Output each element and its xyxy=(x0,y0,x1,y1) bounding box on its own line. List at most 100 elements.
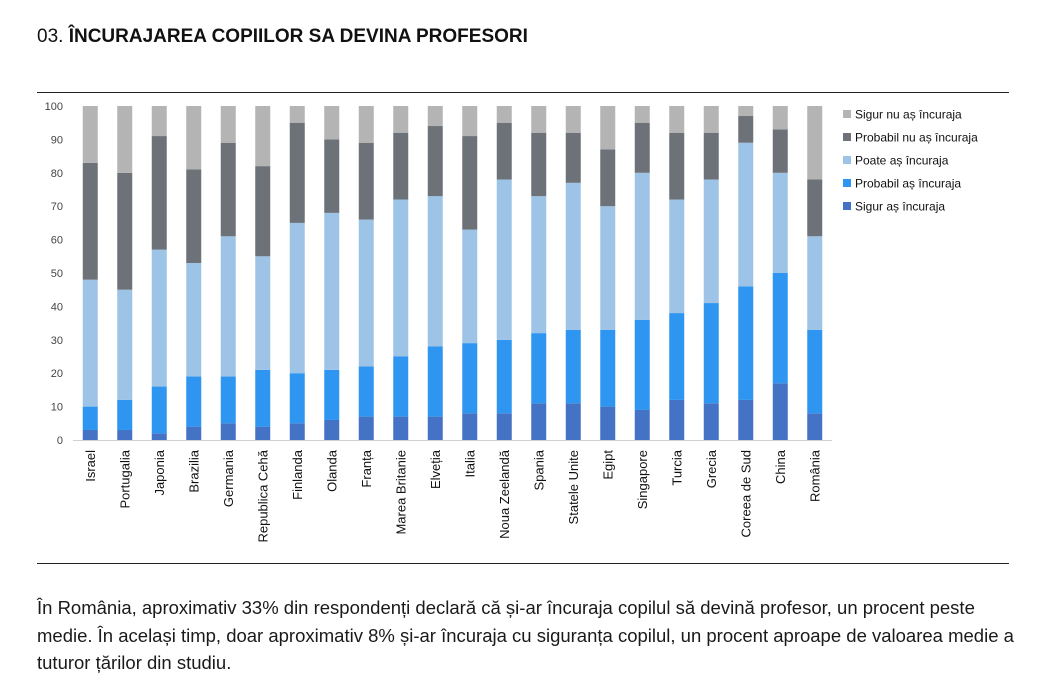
bottom-divider xyxy=(37,563,1009,564)
bar-segment xyxy=(82,406,98,430)
bar-segment xyxy=(565,106,581,133)
bar-segment xyxy=(738,286,754,400)
bar-segment xyxy=(427,126,443,197)
bar-segment xyxy=(531,132,547,197)
bar-segment xyxy=(703,403,719,440)
legend-swatch xyxy=(843,156,851,164)
bar-segment xyxy=(82,106,98,163)
y-tick-label: 40 xyxy=(51,301,63,313)
bar-segment xyxy=(255,256,271,370)
bar-segment xyxy=(634,106,650,123)
bar-segment xyxy=(738,116,754,143)
bar-segment xyxy=(117,429,133,440)
x-tick-label: Germania xyxy=(221,449,236,507)
bar-segment xyxy=(151,106,167,137)
bar-segment xyxy=(324,369,340,420)
bar-segment xyxy=(772,129,788,173)
bar-segment xyxy=(807,413,823,440)
x-tick-label: Statele Unite xyxy=(566,450,581,524)
x-tick-label: Egipt xyxy=(600,450,615,480)
bar-segment xyxy=(358,106,374,143)
bar-segment xyxy=(807,106,823,180)
bar-segment xyxy=(496,413,512,440)
bar-segment xyxy=(186,106,202,170)
bar-segment xyxy=(738,142,754,287)
bar-segment xyxy=(427,106,443,127)
x-tick-label: Coreea de Sud xyxy=(738,450,753,537)
bar-segment xyxy=(151,136,167,250)
x-tick-label: Republica Cehă xyxy=(255,449,270,542)
bar-segment xyxy=(669,106,685,133)
bar-segment xyxy=(496,339,512,414)
bar-segment xyxy=(117,289,133,400)
bar-segment xyxy=(393,416,409,440)
bar-segment xyxy=(669,399,685,440)
bar-segment xyxy=(703,303,719,404)
x-tick-label: Grecia xyxy=(704,449,719,488)
y-tick-label: 30 xyxy=(51,335,63,347)
bar-segment xyxy=(393,106,409,133)
bar-segment xyxy=(531,403,547,440)
bar-segment xyxy=(220,423,236,440)
bar-segment xyxy=(703,132,719,180)
bar-segment xyxy=(600,106,616,150)
bar-segment xyxy=(427,416,443,440)
bar-segment xyxy=(324,419,340,440)
bar-segment xyxy=(669,199,685,314)
bar-segment xyxy=(289,122,305,223)
top-divider xyxy=(37,92,1009,93)
bar-segment xyxy=(82,279,98,407)
bar-segment xyxy=(151,386,167,434)
y-tick-label: 80 xyxy=(51,168,63,180)
x-tick-label: Elveția xyxy=(428,449,443,489)
bar-segment xyxy=(703,106,719,133)
y-tick-label: 90 xyxy=(51,134,63,146)
bar-segment xyxy=(462,413,478,440)
bar-segment xyxy=(462,136,478,230)
legend-label: Probabil aș încuraja xyxy=(855,177,961,191)
bar-segment xyxy=(772,383,788,440)
bar-segment xyxy=(703,179,719,304)
bar-segment xyxy=(565,403,581,440)
y-tick-label: 10 xyxy=(51,402,63,414)
x-tick-label: Japonia xyxy=(152,449,167,495)
bar-segment xyxy=(496,122,512,180)
bar-segment xyxy=(186,262,202,377)
bar-segment xyxy=(289,373,305,424)
bar-segment xyxy=(531,196,547,334)
bar-segment xyxy=(358,219,374,367)
x-tick-label: Franța xyxy=(359,449,374,487)
bar-segment xyxy=(738,399,754,440)
legend-swatch xyxy=(843,202,851,210)
bar-segment xyxy=(117,399,133,430)
bar-segment xyxy=(255,369,271,427)
bar-segment xyxy=(186,169,202,263)
bar-segment xyxy=(807,179,823,237)
bar-segment xyxy=(220,376,236,424)
bar-segment xyxy=(634,172,650,320)
bar-segment xyxy=(496,179,512,340)
bar-segment xyxy=(220,142,236,237)
bar-segment xyxy=(82,429,98,440)
bar-segment xyxy=(600,206,616,330)
bar-segment xyxy=(186,426,202,440)
y-tick-label: 70 xyxy=(51,201,63,213)
bar-segment xyxy=(634,122,650,173)
bar-segment xyxy=(531,106,547,133)
bar-segment xyxy=(807,329,823,414)
bar-segment xyxy=(427,196,443,347)
bar-segment xyxy=(151,249,167,387)
bar-segment xyxy=(82,162,98,280)
bar-segment xyxy=(738,106,754,117)
bar-segment xyxy=(151,433,167,440)
caption-paragraph: În România, aproximativ 33% din responde… xyxy=(37,597,1014,673)
bar-segment xyxy=(393,132,409,200)
y-tick-label: 20 xyxy=(51,368,63,380)
bar-segment xyxy=(634,409,650,440)
bar-segment xyxy=(772,172,788,273)
bar-segment xyxy=(669,132,685,200)
bar-segment xyxy=(393,356,409,417)
legend-swatch xyxy=(843,110,851,118)
x-tick-label: Turcia xyxy=(669,449,684,485)
bar-segment xyxy=(531,333,547,404)
